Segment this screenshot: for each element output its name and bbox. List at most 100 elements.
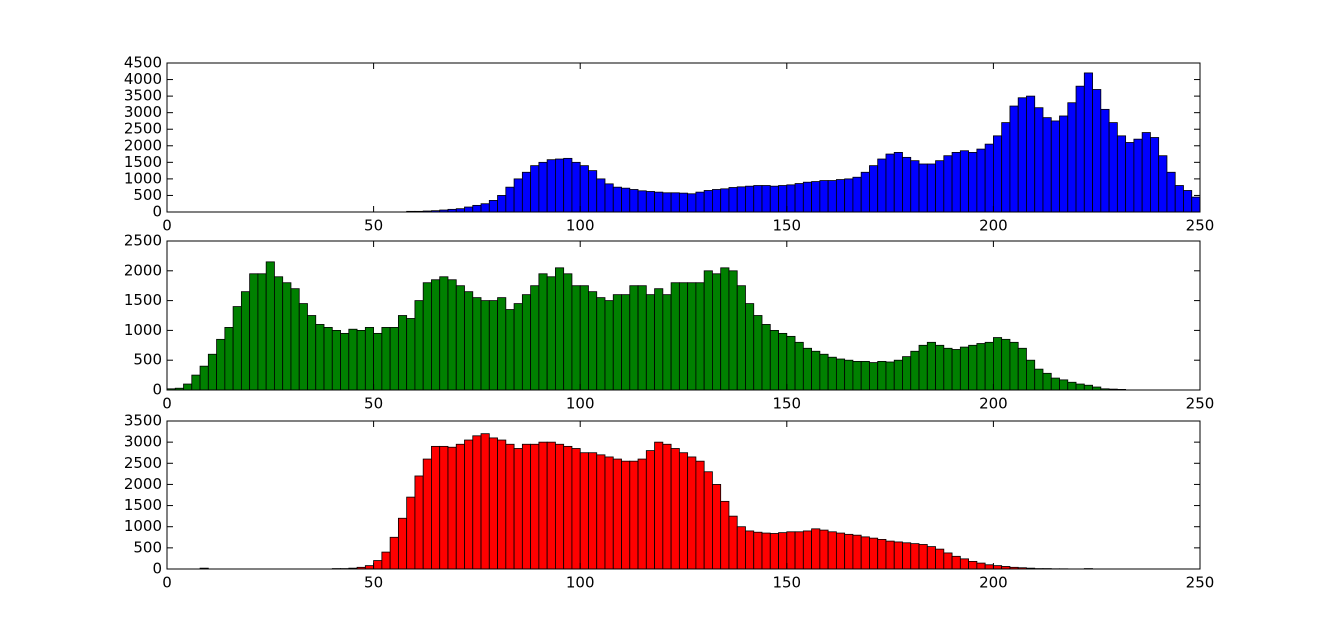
histogram-bar [579,452,589,570]
histogram-bar [488,437,498,570]
histogram-bar [555,443,565,570]
histogram-bar [571,285,581,391]
histogram-bar [1017,97,1027,213]
histogram-bar [546,441,556,570]
histogram-bar [356,329,366,391]
x-tick-label: 50 [364,574,383,592]
histogram-bar [728,515,738,570]
histogram-bar [645,294,655,391]
histogram-bar [629,285,639,391]
histogram-bar [769,185,779,213]
histogram-bar [521,294,532,391]
y-tick-label: 3500 [124,87,162,105]
histogram-bar [662,294,672,391]
histogram-bar [298,303,308,391]
histogram-bar [1141,132,1151,213]
histogram-bar [488,200,498,213]
histogram-bar [397,517,408,570]
histogram-bar [249,273,259,391]
histogram-bar [612,186,622,213]
histogram-bar [563,157,573,213]
y-tick-label: 2000 [124,261,162,279]
y-tick-label: 4500 [124,54,162,72]
histogram-bar [786,184,796,213]
histogram-bar [191,374,201,391]
histogram-bar [703,471,713,570]
histogram-bar [869,537,879,570]
histogram-bar [464,206,474,213]
histogram-bar [307,315,317,391]
histogram-bar [207,353,217,391]
histogram-bar [670,448,680,570]
y-tick-label: 2000 [124,136,162,154]
histogram-bar [563,445,573,570]
histogram-bar [513,178,523,213]
histogram-bar [951,349,961,391]
histogram-bar [1034,368,1044,391]
histogram-bar [240,291,251,391]
histogram-bar [926,341,936,391]
histogram-bar [1166,171,1176,213]
histogram-bar [968,560,978,570]
histogram-bar [885,153,895,213]
histogram-bar [1042,117,1052,213]
histogram-bar [902,356,912,391]
histogram-bar [1083,384,1093,391]
histogram-bar [893,151,903,213]
histogram-bar [678,282,689,391]
histogram-bar [530,165,540,213]
histogram-bar [1075,85,1085,213]
y-tick-label: 1000 [124,517,162,535]
histogram-bar [389,536,399,570]
histogram-bar [786,531,796,570]
histogram-bar [670,282,680,391]
histogram-bar [497,439,507,570]
y-tick-label: 0 [152,560,162,578]
histogram-bar [968,344,978,391]
x-tick-label: 100 [566,395,595,413]
histogram-bar [447,446,457,570]
x-tick-label: 150 [772,217,801,235]
histogram-bar [736,285,746,391]
histogram-bar [555,158,565,213]
histogram-bar [183,383,193,391]
histogram-bar [1158,155,1168,213]
histogram-bar [637,190,647,213]
histogram-bar [736,186,746,213]
histogram-bar [1075,383,1085,391]
histogram-bar [926,163,936,213]
histogram-bar [629,460,639,570]
histogram-bar [1034,107,1044,213]
histogram-bar [571,448,581,570]
histogram-bar [596,454,606,570]
histogram-bar [794,341,804,391]
histogram-bar [1050,120,1060,213]
histogram-bar [555,267,565,391]
histogram-bar [1133,138,1143,213]
histogram-bar [530,443,540,570]
histogram-bar [1125,142,1135,213]
histogram-bar [893,359,903,391]
histogram-bar [604,300,614,391]
histogram-bar [439,445,449,570]
histogram-bar [488,300,498,391]
histogram-bar [1017,347,1027,391]
histogram-bar [373,560,383,570]
histogram-bar [381,551,391,570]
y-tick-label: 3500 [124,412,162,430]
y-tick-label: 4000 [124,70,162,88]
y-tick-label: 0 [152,381,162,399]
histogram-bar [331,329,341,391]
histogram-bar [827,531,837,570]
histogram-bar [703,270,713,391]
histogram-bar [588,291,598,391]
histogram-bar [943,552,953,570]
histogram-bar [431,279,441,391]
histogram-bar [993,135,1003,213]
histogram-bar [844,178,854,213]
histogram-bar [811,181,821,213]
histogram-bar [472,435,482,570]
histogram-bar [918,344,928,391]
histogram-bar [910,160,920,213]
